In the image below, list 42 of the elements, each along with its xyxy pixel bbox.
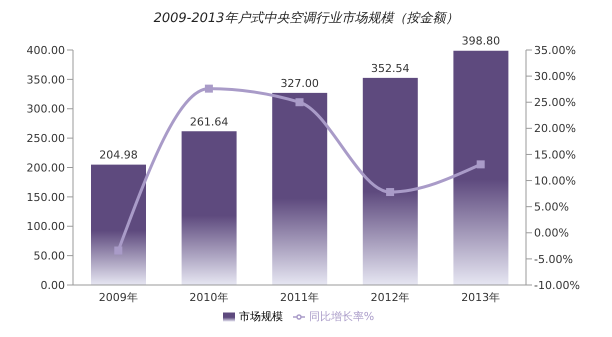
- y2-tick-label: 15.00%: [534, 148, 576, 162]
- y2-tick-label: 25.00%: [534, 96, 576, 110]
- point: [296, 98, 304, 106]
- y2-tick-label: 35.00%: [534, 44, 576, 57]
- data-label: 204.98: [99, 148, 138, 162]
- y-tick-label: 200.00: [26, 161, 65, 174]
- x-tick-label: 2013年: [461, 290, 500, 304]
- y-tick-label: 250.00: [26, 132, 65, 146]
- bar: [362, 78, 418, 285]
- y2-tick-label: -10.00%: [534, 278, 580, 292]
- data-label: 352.54: [371, 62, 410, 75]
- bar: [272, 92, 328, 285]
- y-tick-label: 300.00: [26, 102, 65, 116]
- data-label: 327.00: [280, 76, 319, 90]
- bar: [91, 164, 146, 285]
- data-label: 261.64: [190, 115, 228, 128]
- y2-tick-label: -5.00%: [534, 252, 573, 266]
- y2-tick-label: 10.00%: [534, 174, 576, 188]
- x-tick-label: 2012年: [370, 290, 410, 304]
- point: [476, 160, 485, 168]
- bar: [182, 131, 237, 285]
- y-tick-label: 400.00: [26, 44, 65, 57]
- x-tick-label: 2009年: [98, 290, 138, 304]
- y2-tick-label: 20.00%: [534, 122, 576, 136]
- y-tick-label: 100.00: [26, 220, 65, 234]
- chart-title: 2009-2013年户式中央空调行业市场规模（按金额）: [152, 10, 460, 28]
- data-label: 398.80: [462, 34, 500, 48]
- legend-label: 同比增长率%: [308, 310, 374, 323]
- x-tick-label: 2010年: [189, 290, 228, 304]
- point: [204, 84, 213, 93]
- y-tick-label: 50.00: [34, 250, 65, 263]
- legend-label: 市场规模: [238, 310, 283, 323]
- bar: [453, 50, 508, 285]
- y-tick-label: 150.00: [26, 190, 65, 204]
- y2-tick-label: 30.00%: [534, 70, 576, 84]
- y2-tick-label: 5.00%: [534, 200, 569, 214]
- point: [386, 188, 394, 196]
- y-tick-label: 350.00: [26, 73, 65, 86]
- point: [114, 246, 122, 255]
- y2-tick-label: 0.00%: [534, 226, 569, 240]
- x-tick-label: 2011年: [280, 290, 319, 304]
- y-tick-label: 0.00: [40, 278, 65, 292]
